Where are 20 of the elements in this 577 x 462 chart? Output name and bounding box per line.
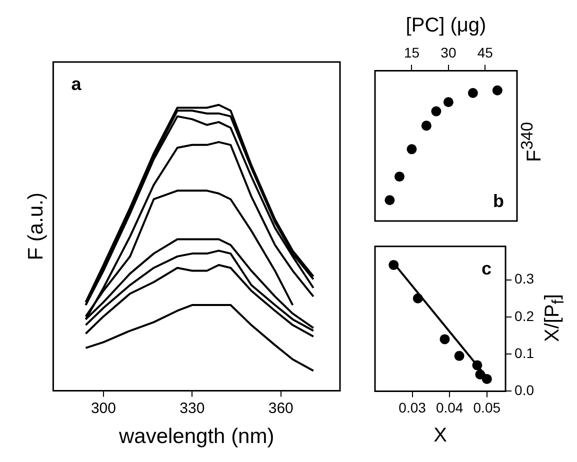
- x2-axis-title: [PC] (μg): [406, 14, 486, 37]
- y2-tick-label: 0.2: [514, 308, 534, 324]
- x-tick-label: 0.03: [398, 399, 426, 416]
- x-tick-label: 30: [440, 44, 456, 60]
- y2-tick-label: 0.1: [514, 344, 534, 361]
- x-tick-label: 45: [477, 44, 494, 60]
- x-tick-label: 0.04: [436, 399, 464, 416]
- x-tick-label: 0.05: [473, 399, 501, 416]
- x-tick-label: 300: [90, 400, 116, 417]
- annotation: c: [482, 258, 492, 278]
- y-axis-title: F (a.u.): [24, 192, 48, 260]
- x-axis-title: wavelength (nm): [118, 425, 274, 448]
- x-tick-label: 15: [404, 44, 420, 60]
- text: a: [71, 74, 82, 94]
- x-tick-label: 360: [268, 400, 294, 417]
- y2-tick-label: 0.3: [514, 270, 534, 287]
- y2-tick-label: 0.0: [514, 382, 534, 398]
- annotation: b: [493, 191, 504, 211]
- x-tick-label: 330: [180, 400, 205, 417]
- x-axis-title: X: [434, 424, 447, 447]
